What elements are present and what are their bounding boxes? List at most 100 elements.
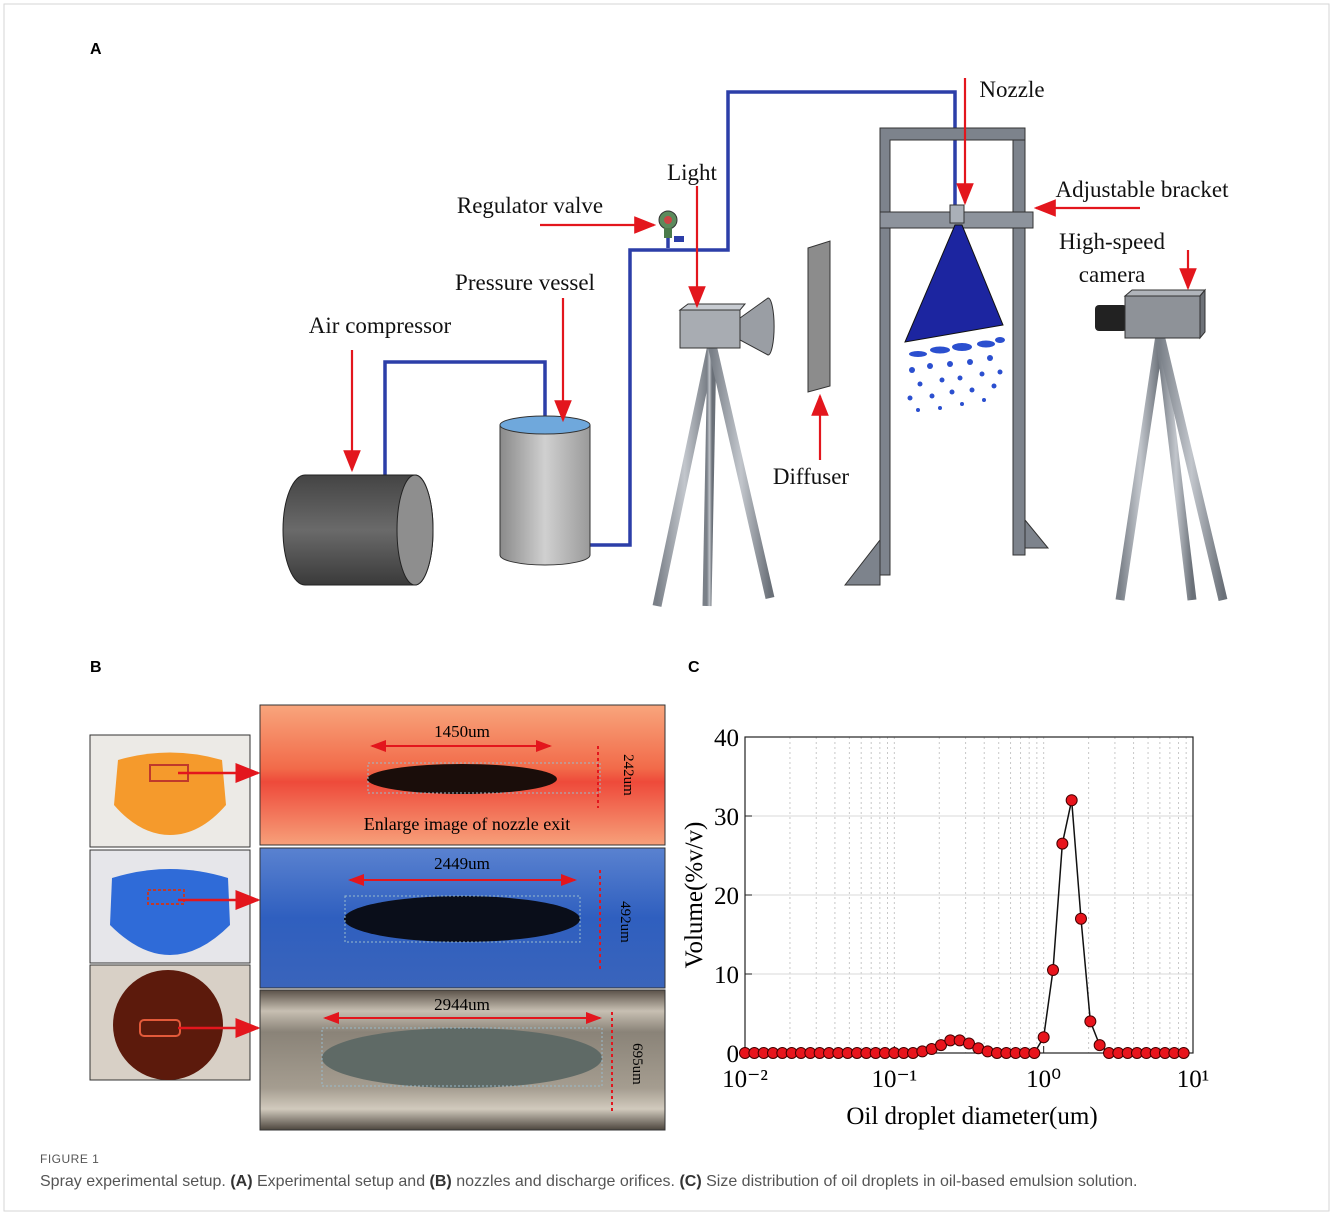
data-point bbox=[1177, 1047, 1190, 1059]
pressure-vessel-part bbox=[499, 425, 591, 566]
data-point bbox=[1037, 1031, 1050, 1044]
spray-part-part bbox=[917, 381, 923, 387]
data-point bbox=[1074, 912, 1087, 925]
y-tick-label: 20 bbox=[714, 883, 739, 910]
high-speed-camera-part bbox=[1155, 334, 1197, 601]
height-label: 492um bbox=[617, 901, 633, 943]
high-speed-camera-part bbox=[1115, 334, 1165, 601]
light-source-part bbox=[678, 303, 747, 311]
panel-label: C bbox=[688, 659, 700, 676]
component-label: Nozzle bbox=[979, 77, 1044, 102]
x-tick-label: 10⁰ bbox=[1026, 1066, 1061, 1093]
bracket-part bbox=[1024, 518, 1050, 549]
diffuser-panel bbox=[807, 240, 831, 393]
spray-part-part bbox=[927, 363, 933, 369]
component-label: camera bbox=[1079, 262, 1145, 287]
nozzle-photos-part-part bbox=[344, 895, 581, 943]
data-point bbox=[1056, 837, 1069, 850]
nozzle-photos-part-part bbox=[321, 1027, 603, 1087]
caption-label: FIGURE 1 bbox=[40, 1152, 100, 1166]
y-tick-label: 10 bbox=[714, 962, 739, 989]
spray-part-part bbox=[929, 393, 935, 399]
spray-part-part bbox=[997, 369, 1003, 375]
spray-part bbox=[904, 224, 1004, 343]
air-compressor-part bbox=[396, 474, 434, 586]
spray-part-part bbox=[938, 406, 942, 410]
panel-label: A bbox=[90, 41, 102, 58]
spray-part-part bbox=[982, 398, 986, 402]
data-point bbox=[1065, 794, 1078, 807]
data-point bbox=[962, 1037, 975, 1050]
component-label: Regulator valve bbox=[457, 193, 603, 218]
spray-part-part bbox=[930, 346, 950, 354]
light-source-part bbox=[739, 297, 775, 356]
spray-part-part bbox=[907, 395, 913, 401]
regulator-valve-part bbox=[674, 236, 684, 242]
diffuser-panel-part bbox=[807, 240, 831, 393]
bracket-part bbox=[879, 127, 1026, 576]
spray-part-part bbox=[995, 337, 1005, 343]
component-label: Pressure vessel bbox=[455, 270, 595, 295]
regulator-valve-part bbox=[664, 216, 672, 224]
pipe-part bbox=[383, 360, 547, 478]
photo-note: Enlarge image of nozzle exit bbox=[364, 814, 571, 834]
setup-diagram: Nozzle Light Regulator valve Adjustable … bbox=[282, 77, 1229, 607]
bracket bbox=[843, 127, 1050, 586]
nozzle-photos-part bbox=[322, 1028, 602, 1088]
x-tick-label: 10¹ bbox=[1177, 1066, 1210, 1093]
spray-part-part bbox=[969, 387, 975, 393]
data-point bbox=[1028, 1047, 1041, 1059]
spray-part-part bbox=[979, 371, 985, 377]
y-tick-label: 40 bbox=[714, 725, 739, 752]
component-label: Air compressor bbox=[309, 313, 452, 338]
page-frame bbox=[3, 3, 1330, 1212]
component-label: High-speed bbox=[1059, 229, 1166, 254]
spray-part-part bbox=[949, 389, 955, 395]
high-speed-camera-part bbox=[1155, 333, 1228, 602]
pressure-vessel-part bbox=[499, 415, 591, 435]
pressure-vessel bbox=[499, 415, 591, 566]
air-compressor bbox=[282, 474, 434, 586]
high-speed-camera bbox=[1095, 288, 1228, 602]
spray-part-part bbox=[939, 377, 945, 383]
y-tick-label: 30 bbox=[714, 804, 739, 831]
y-tick-label: 0 bbox=[727, 1041, 740, 1068]
bracket-part bbox=[843, 538, 881, 586]
light-source-part bbox=[702, 344, 717, 607]
nozzle-photos-part bbox=[178, 763, 261, 1038]
nozzle-photos-part bbox=[113, 970, 223, 1080]
data-point bbox=[1047, 964, 1060, 977]
high-speed-camera-part bbox=[1095, 305, 1127, 331]
nozzle-photos-part bbox=[147, 889, 185, 905]
nozzle-photos-part bbox=[323, 740, 613, 1112]
spray-part-part bbox=[916, 408, 920, 412]
caption-part: (A) bbox=[230, 1173, 253, 1190]
spray-part bbox=[949, 204, 965, 224]
bracket-part bbox=[1012, 139, 1026, 556]
nozzle-photos-part bbox=[367, 764, 557, 794]
height-label: 695um bbox=[629, 1043, 645, 1085]
nozzle-photos-part bbox=[110, 869, 230, 955]
height-label: 242um bbox=[620, 754, 636, 796]
high-speed-camera-part bbox=[1124, 295, 1201, 339]
spray-part-part bbox=[960, 402, 964, 406]
droplet-chart: Oil droplet diameter(um) Volume(%v/v) 10… bbox=[681, 725, 1209, 1130]
panel-label: B bbox=[90, 659, 102, 676]
nozzle-photos: 1450um 242um Enlarge image of nozzle exi… bbox=[89, 704, 666, 1131]
width-label: 2449um bbox=[434, 854, 490, 873]
caption-part: Experimental setup and bbox=[252, 1173, 430, 1190]
regulator-valve-part bbox=[664, 228, 672, 238]
caption-part: Spray experimental setup. bbox=[40, 1173, 231, 1190]
x-tick-label: 10⁻² bbox=[722, 1066, 768, 1093]
spray-part-part bbox=[967, 359, 973, 365]
caption-part: Size distribution of oil droplets in oil… bbox=[701, 1173, 1138, 1190]
spray-part-part bbox=[977, 340, 995, 348]
x-axis-label: Oil droplet diameter(um) bbox=[846, 1103, 1097, 1130]
spray-part-part bbox=[947, 361, 953, 367]
spray-part-part bbox=[991, 383, 997, 389]
nozzle-photos-part bbox=[344, 896, 580, 942]
data-point bbox=[1093, 1039, 1106, 1052]
data-point bbox=[935, 1039, 948, 1052]
